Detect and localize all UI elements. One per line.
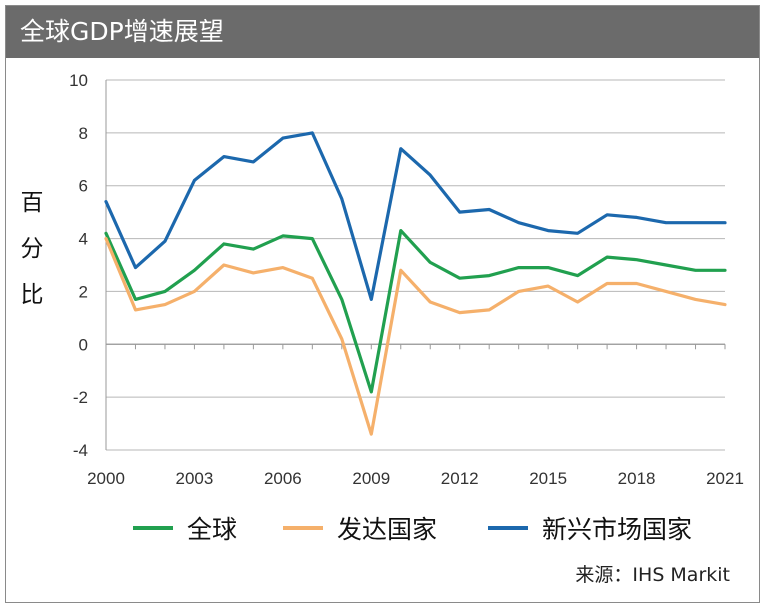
legend-label-global: 全球 xyxy=(187,515,238,544)
legend-item-emerging: 新兴市场国家 xyxy=(488,508,692,548)
x-tick-label: 2018 xyxy=(618,469,656,488)
legend-swatch-global xyxy=(133,526,173,530)
y-tick-label: -4 xyxy=(73,441,88,460)
y-axis-label: 百分比 xyxy=(20,190,44,308)
x-tick-label: 2012 xyxy=(441,469,479,488)
source-note: 来源：IHS Markit xyxy=(575,564,730,586)
y-tick-label: 2 xyxy=(79,282,88,301)
legend-swatch-developed xyxy=(283,526,323,530)
x-tick-label: 2006 xyxy=(264,469,302,488)
legend-swatch-emerging xyxy=(488,526,528,530)
x-tick-label: 2015 xyxy=(529,469,567,488)
x-tick-label: 2003 xyxy=(176,469,214,488)
y-tick-label: 0 xyxy=(79,335,88,354)
legend-item-developed: 发达国家 xyxy=(283,508,437,548)
legend-item-global: 全球 xyxy=(133,508,237,548)
series-line-global xyxy=(104,229,727,394)
x-tick-label: 2021 xyxy=(706,469,744,488)
chart-title: 全球GDP增速展望 xyxy=(20,17,224,46)
legend-label-developed: 发达国家 xyxy=(337,515,438,544)
y-tick-label: -2 xyxy=(73,388,88,407)
y-tick-label: 4 xyxy=(79,230,88,249)
series-line-developed xyxy=(104,237,727,436)
chart-frame: 全球GDP增速展望 xyxy=(5,5,760,603)
y-tick-label: 8 xyxy=(79,124,88,143)
x-tick-label: 2000 xyxy=(87,469,125,488)
title-bar: 全球GDP增速展望 xyxy=(6,6,759,58)
y-tick-label: 6 xyxy=(79,177,88,196)
x-tick-label: 2009 xyxy=(352,469,390,488)
legend-label-emerging: 新兴市场国家 xyxy=(542,515,693,544)
y-tick-label: 10 xyxy=(69,71,88,90)
series-line-emerging xyxy=(104,131,727,301)
legend: 全球 发达国家 新兴市场国家 xyxy=(0,508,766,548)
